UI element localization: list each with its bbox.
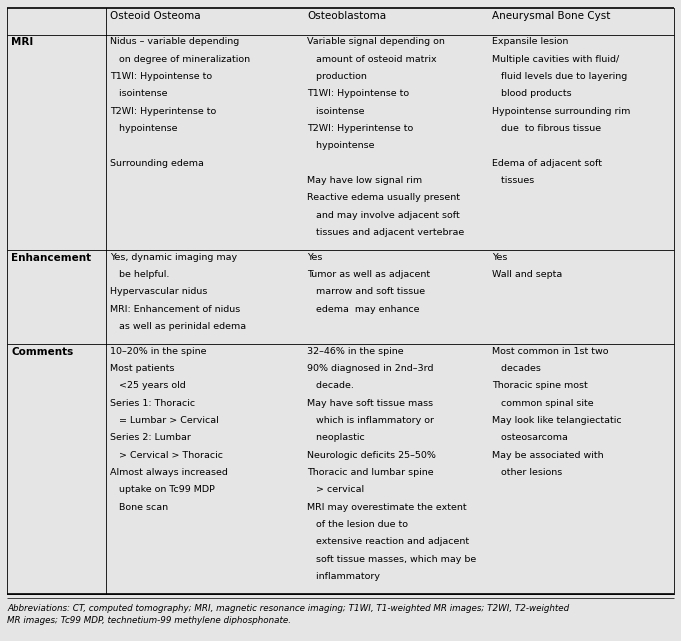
Text: Enhancement: Enhancement	[12, 253, 92, 263]
Text: 10–20% in the spine: 10–20% in the spine	[110, 347, 207, 356]
Text: hypointense: hypointense	[110, 124, 178, 133]
Text: Hypervascular nidus: Hypervascular nidus	[110, 287, 208, 296]
Text: Hypointense surrounding rim: Hypointense surrounding rim	[492, 106, 631, 115]
Text: <25 years old: <25 years old	[110, 381, 186, 390]
Text: Abbreviations: CT, computed tomography; MRI, magnetic resonance imaging; T1WI, T: Abbreviations: CT, computed tomography; …	[7, 604, 569, 625]
Text: decade.: decade.	[307, 381, 354, 390]
Text: Almost always increased: Almost always increased	[110, 468, 228, 477]
Text: isointense: isointense	[110, 89, 168, 98]
Text: T2WI: Hyperintense to: T2WI: Hyperintense to	[110, 106, 217, 115]
Text: MRI: MRI	[12, 37, 34, 47]
Text: Edema of adjacent soft: Edema of adjacent soft	[492, 158, 603, 167]
Text: May be associated with: May be associated with	[492, 451, 604, 460]
Text: Series 1: Thoracic: Series 1: Thoracic	[110, 399, 195, 408]
Text: extensive reaction and adjacent: extensive reaction and adjacent	[307, 537, 469, 546]
Text: Yes: Yes	[307, 253, 322, 262]
Text: Neurologic deficits 25–50%: Neurologic deficits 25–50%	[307, 451, 436, 460]
Text: edema  may enhance: edema may enhance	[307, 304, 419, 313]
Text: inflammatory: inflammatory	[307, 572, 380, 581]
Text: T1WI: Hypointense to: T1WI: Hypointense to	[307, 89, 409, 98]
Text: amount of osteoid matrix: amount of osteoid matrix	[307, 54, 437, 63]
Text: T2WI: Hyperintense to: T2WI: Hyperintense to	[307, 124, 413, 133]
Text: 32–46% in the spine: 32–46% in the spine	[307, 347, 404, 356]
Text: Series 2: Lumbar: Series 2: Lumbar	[110, 433, 191, 442]
Text: Thoracic and lumbar spine: Thoracic and lumbar spine	[307, 468, 434, 477]
Text: Wall and septa: Wall and septa	[492, 270, 563, 279]
Text: > Cervical > Thoracic: > Cervical > Thoracic	[110, 451, 223, 460]
Text: and may involve adjacent soft: and may involve adjacent soft	[307, 210, 460, 220]
Text: May have low signal rim: May have low signal rim	[307, 176, 422, 185]
Text: Osteoid Osteoma: Osteoid Osteoma	[110, 11, 201, 21]
Text: T1WI: Hypointense to: T1WI: Hypointense to	[110, 72, 212, 81]
Text: soft tissue masses, which may be: soft tissue masses, which may be	[307, 554, 476, 563]
Text: Comments: Comments	[12, 347, 74, 357]
Text: Multiple cavities with fluid/: Multiple cavities with fluid/	[492, 54, 620, 63]
Text: production: production	[307, 72, 367, 81]
Text: Yes, dynamic imaging may: Yes, dynamic imaging may	[110, 253, 238, 262]
Text: blood products: blood products	[492, 89, 572, 98]
Text: Surrounding edema: Surrounding edema	[110, 158, 204, 167]
Text: Variable signal depending on: Variable signal depending on	[307, 37, 445, 46]
Text: hypointense: hypointense	[307, 141, 375, 150]
Text: uptake on Tc99 MDP: uptake on Tc99 MDP	[110, 485, 215, 494]
Text: be helpful.: be helpful.	[110, 270, 170, 279]
Text: Reactive edema usually present: Reactive edema usually present	[307, 193, 460, 202]
Text: on degree of mineralization: on degree of mineralization	[110, 54, 251, 63]
Text: > cervical: > cervical	[307, 485, 364, 494]
Text: of the lesion due to: of the lesion due to	[307, 520, 408, 529]
Text: May have soft tissue mass: May have soft tissue mass	[307, 399, 433, 408]
Text: Osteoblastoma: Osteoblastoma	[307, 11, 386, 21]
Text: Bone scan: Bone scan	[110, 503, 168, 512]
Text: MRI may overestimate the extent: MRI may overestimate the extent	[307, 503, 466, 512]
Text: common spinal site: common spinal site	[492, 399, 594, 408]
Text: May look like telangiectatic: May look like telangiectatic	[492, 416, 622, 425]
Text: Aneurysmal Bone Cyst: Aneurysmal Bone Cyst	[492, 11, 611, 21]
Text: marrow and soft tissue: marrow and soft tissue	[307, 287, 425, 296]
Text: isointense: isointense	[307, 106, 364, 115]
Text: other lesions: other lesions	[492, 468, 563, 477]
Text: MRI: Enhancement of nidus: MRI: Enhancement of nidus	[110, 304, 240, 313]
Text: = Lumbar > Cervical: = Lumbar > Cervical	[110, 416, 219, 425]
Text: tissues and adjacent vertebrae: tissues and adjacent vertebrae	[307, 228, 464, 237]
Text: Most patients: Most patients	[110, 364, 175, 373]
Text: fluid levels due to layering: fluid levels due to layering	[492, 72, 628, 81]
Text: which is inflammatory or: which is inflammatory or	[307, 416, 434, 425]
Text: Thoracic spine most: Thoracic spine most	[492, 381, 588, 390]
Text: due  to fibrous tissue: due to fibrous tissue	[492, 124, 601, 133]
Text: Most common in 1st two: Most common in 1st two	[492, 347, 609, 356]
Text: osteosarcoma: osteosarcoma	[492, 433, 568, 442]
Text: Yes: Yes	[492, 253, 508, 262]
Text: as well as perinidal edema: as well as perinidal edema	[110, 322, 247, 331]
Text: Expansile lesion: Expansile lesion	[492, 37, 569, 46]
Text: tissues: tissues	[492, 176, 535, 185]
Text: decades: decades	[492, 364, 541, 373]
Text: Tumor as well as adjacent: Tumor as well as adjacent	[307, 270, 430, 279]
Text: neoplastic: neoplastic	[307, 433, 365, 442]
Text: Nidus – variable depending: Nidus – variable depending	[110, 37, 240, 46]
Text: 90% diagnosed in 2nd–3rd: 90% diagnosed in 2nd–3rd	[307, 364, 434, 373]
